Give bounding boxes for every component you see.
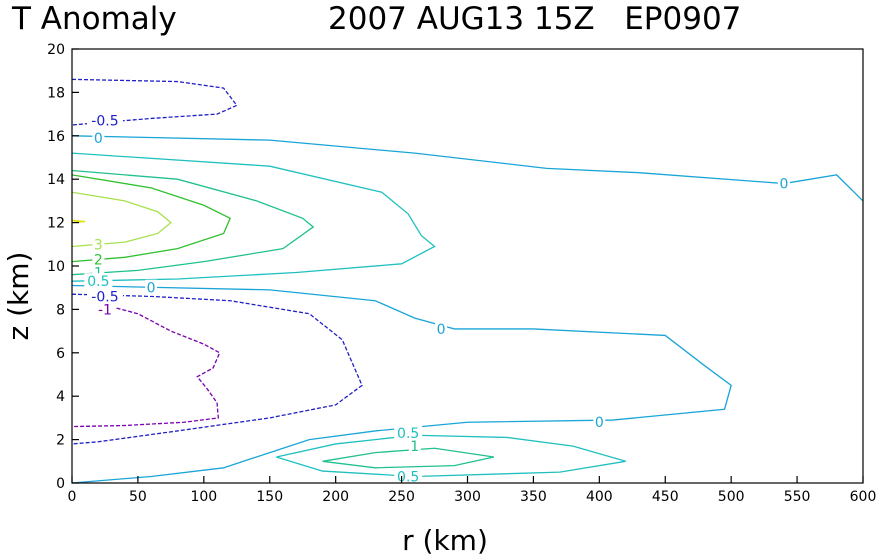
x-tick-label: 500 bbox=[718, 489, 745, 505]
contour-label: 2 bbox=[94, 252, 103, 268]
contour-label: -0.5 bbox=[91, 289, 118, 305]
x-tick-label: 400 bbox=[586, 489, 613, 505]
contour-label: -0.5 bbox=[91, 114, 118, 130]
x-axis-label: r (km) bbox=[402, 524, 488, 557]
contour-label: 0 bbox=[779, 177, 788, 193]
y-tick-label: 16 bbox=[47, 129, 65, 145]
x-tick-label: 600 bbox=[850, 489, 877, 505]
contour-line-0-4 bbox=[71, 284, 732, 484]
x-tick-label: 450 bbox=[652, 489, 679, 505]
contour-label-bg bbox=[92, 236, 105, 253]
contour-label: 3 bbox=[94, 237, 103, 253]
contour-label-bg bbox=[435, 320, 448, 337]
contour-line-neg0.5-1 bbox=[71, 293, 363, 445]
contour-label: 0 bbox=[147, 281, 156, 297]
y-tick-label: 2 bbox=[56, 433, 65, 449]
contour-label: 1 bbox=[410, 439, 419, 455]
contour-label-bg bbox=[593, 414, 606, 431]
x-tick-label: 300 bbox=[454, 489, 481, 505]
contour-line-1-8 bbox=[322, 447, 495, 469]
contour-label-bg bbox=[777, 175, 790, 192]
y-tick-label: 18 bbox=[47, 85, 65, 101]
contour-line-0.5-6 bbox=[276, 434, 626, 478]
x-tick-label: 50 bbox=[129, 489, 147, 505]
contour-label: 0.5 bbox=[397, 469, 419, 485]
x-tick-label: 0 bbox=[68, 489, 77, 505]
y-tick-label: 12 bbox=[47, 216, 65, 232]
contour-label: 0 bbox=[94, 131, 103, 147]
chart-title-right: 2007 AUG13 15Z EP0907 bbox=[328, 1, 741, 37]
contour-lines bbox=[71, 78, 864, 484]
contour-label-bg bbox=[394, 425, 423, 442]
x-tick-label: 150 bbox=[256, 489, 283, 505]
x-axis-ticks: 0 50 100 150 200 250 300 350 400 450 500 550 600 bbox=[68, 476, 877, 505]
contour-label-bg bbox=[92, 129, 105, 146]
chart-title-left: T Anomaly bbox=[11, 1, 177, 37]
contour-label: 0 bbox=[595, 415, 604, 431]
x-tick-label: 550 bbox=[784, 489, 811, 505]
contour-label-bg bbox=[145, 279, 158, 296]
contour-label-bg bbox=[86, 112, 123, 129]
contour-line-2-9 bbox=[71, 174, 232, 263]
x-tick-label: 200 bbox=[322, 489, 349, 505]
contour-label-bg bbox=[408, 438, 421, 455]
y-tick-label: 20 bbox=[47, 42, 65, 58]
y-axis-label: z (km) bbox=[2, 252, 35, 341]
contour-label-bg bbox=[84, 273, 113, 290]
contour-line-3-10 bbox=[71, 191, 172, 248]
x-tick-label: 100 bbox=[190, 489, 217, 505]
contour-line-0-3 bbox=[71, 135, 864, 202]
contour-label-bg bbox=[92, 251, 105, 268]
contour-label: 0 bbox=[437, 322, 446, 338]
contour-line-neg1-0 bbox=[71, 304, 221, 428]
x-tick-label: 350 bbox=[520, 489, 547, 505]
x-tick-label: 250 bbox=[388, 489, 415, 505]
contour-label: -1 bbox=[98, 302, 112, 318]
contour-label-bg bbox=[94, 301, 115, 318]
y-tick-label: 4 bbox=[56, 389, 65, 405]
y-tick-label: 10 bbox=[47, 259, 65, 275]
contour-line-0.5-5 bbox=[71, 152, 436, 282]
contour-label: 0.5 bbox=[397, 426, 419, 442]
y-tick-label: 6 bbox=[56, 346, 65, 362]
y-tick-label: 0 bbox=[56, 476, 65, 492]
y-tick-label: 8 bbox=[56, 302, 65, 318]
contour-line-1-7 bbox=[71, 169, 315, 276]
contour-label: 0.5 bbox=[87, 274, 109, 290]
y-tick-label: 14 bbox=[47, 172, 65, 188]
plot-frame bbox=[71, 48, 864, 484]
y-axis-ticks: 0 2 4 6 8 10 12 14 16 18 20 bbox=[47, 42, 79, 492]
contour-label-bg bbox=[86, 288, 123, 305]
